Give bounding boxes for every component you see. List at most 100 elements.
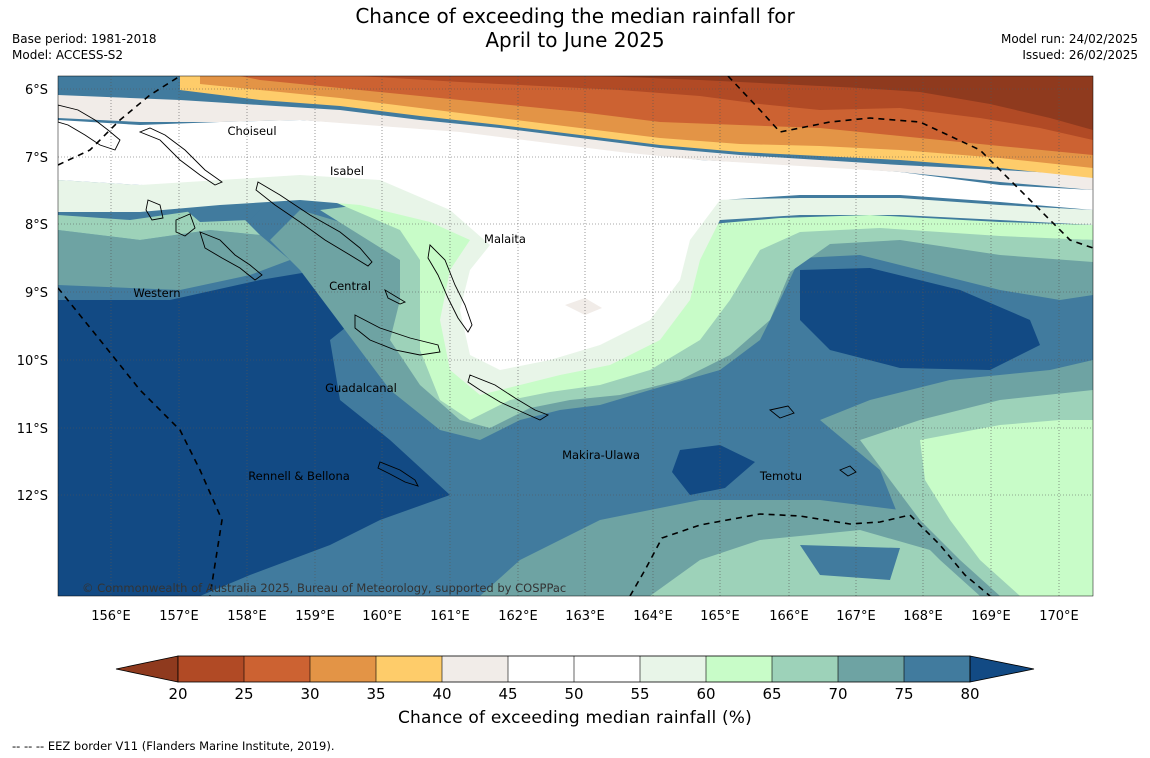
island-rennell [377,461,419,487]
band-above-80-west [58,250,450,596]
band-40-45-blob [565,298,602,315]
colorbar-title: Chance of exceeding median rainfall (%) [397,708,752,728]
colorbar-tick: 30 [300,685,319,700]
lon-label: 157°E [159,609,199,624]
lon-label: 164°E [633,609,673,624]
colorbar-tick: 40 [432,685,451,700]
lat-label: 12°S [17,489,48,504]
lon-label: 168°E [903,609,943,624]
colorbar-swatch-40-45 [442,656,508,682]
map-canvas: Choiseul Isabel Malaita Central Western … [17,75,1094,700]
band-70-75-west [58,230,290,290]
island-new-georgia [199,231,263,281]
band-75-80-south [800,545,900,580]
colorbar-swatch-50-55 [574,656,640,682]
lat-label: 6°S [25,83,48,98]
copyright-text: © Commonwealth of Australia 2025, Bureau… [82,581,566,595]
place-central: Central [329,279,371,293]
colorbar-tick: 60 [696,685,715,700]
island-anuta [839,465,857,477]
lon-label: 163°E [565,609,605,624]
lat-label: 11°S [17,422,48,437]
meta-right: Model run: 24/02/2025 Issued: 26/02/2025 [1001,31,1138,63]
band-20-25 [360,76,1093,140]
island-vella-lavella [175,213,196,237]
base-period: Base period: 1981-2018 [12,32,157,46]
colorbar-extend-high [969,655,1035,683]
colorbar-swatch-55-60 [640,656,706,682]
place-makira-ulawa: Makira-Ulawa [562,448,640,462]
issued-date: Issued: 26/02/2025 [1022,48,1138,62]
lon-label: 170°E [1039,609,1079,624]
colorbar-tick: 50 [564,685,583,700]
rainfall-field: Choiseul Isabel Malaita Central Western … [58,76,1093,596]
model-run: Model run: 24/02/2025 [1000,32,1138,46]
place-choiseul: Choiseul [227,124,276,138]
colorbar-tick: 80 [960,685,979,700]
lon-label: 159°E [295,609,335,624]
island-malaita [427,244,473,333]
title-line-2: April to June 2025 [485,28,665,52]
meta-left: Base period: 1981-2018 Model: ACCESS-S2 [12,31,157,63]
island-florida [384,288,407,305]
place-labels: Choiseul Isabel Malaita Central Western … [133,124,802,483]
band-40-45 [58,95,1093,190]
colorbar-swatch-35-40 [376,656,442,682]
colorbar-swatch-25-30 [244,656,310,682]
lon-label: 156°E [91,609,131,624]
colorbar-swatch-45-50 [508,656,574,682]
band-above-80-makira [672,445,755,495]
colorbar-swatch-70-75 [838,656,904,682]
place-guadalcanal: Guadalcanal [325,381,397,395]
lon-label: 162°E [498,609,538,624]
place-western: Western [133,286,180,300]
island-choiseul [138,127,223,186]
place-isabel: Isabel [330,164,364,178]
colorbar-ticks: 20 25 30 35 40 45 50 55 60 65 70 75 80 [168,685,979,700]
island-santa-cruz [768,405,795,419]
colorbar-tick: 25 [234,685,253,700]
lon-label: 166°E [769,609,809,624]
colorbar-tick: 70 [828,685,847,700]
colorbar-swatch-20-25 [178,656,244,682]
lon-label: 165°E [700,609,740,624]
place-rennell-bellona: Rennell & Bellona [248,469,350,483]
colorbar-extend-low [115,655,179,683]
map-frame [57,75,1094,597]
eez-borders [58,76,1093,596]
map-title: Chance of exceeding the median rainfall … [0,4,1150,52]
place-temotu: Temotu [759,469,802,483]
lat-label: 8°S [25,218,48,233]
colorbar-dividers [243,656,905,682]
lon-label: 161°E [430,609,470,624]
lon-label: 160°E [362,609,402,624]
lon-label: 158°E [227,609,267,624]
island-bougainville [58,104,121,151]
island-ranongga [145,199,164,221]
colorbar: 20 25 30 35 40 45 50 55 60 65 70 75 80 [115,655,1035,700]
lon-axis: 156°E 157°E 158°E 159°E 160°E 161°E 162°… [91,609,1079,624]
colorbar-tick: 45 [498,685,517,700]
band-45-55 [58,120,1093,370]
lon-label: 167°E [836,609,876,624]
lat-axis: 6°S 7°S 8°S 9°S 10°S 11°S 12°S [17,83,48,504]
colorbar-tick: 35 [366,685,385,700]
coastlines [58,104,857,487]
colorbar-tick: 65 [762,685,781,700]
place-malaita: Malaita [484,232,526,246]
colorbar-tick: 20 [168,685,187,700]
island-makira [467,374,550,421]
lat-label: 9°S [25,286,48,301]
lat-label: 10°S [17,354,48,369]
colorbar-tick: 75 [894,685,913,700]
colorbar-swatch-75-80 [904,656,970,682]
band-60-65-east [920,420,1093,596]
island-guadalcanal [354,314,441,356]
eez-footnote: -- -- -- EEZ border V11 (Flanders Marine… [12,739,335,753]
colorbar-swatch-30-35 [310,656,376,682]
island-isabel [255,181,373,267]
model-name: Model: ACCESS-S2 [12,48,124,62]
band-below-20 [600,76,1093,130]
title-line-1: Chance of exceeding the median rainfall … [355,4,795,28]
band-above-80-east [800,268,1040,370]
